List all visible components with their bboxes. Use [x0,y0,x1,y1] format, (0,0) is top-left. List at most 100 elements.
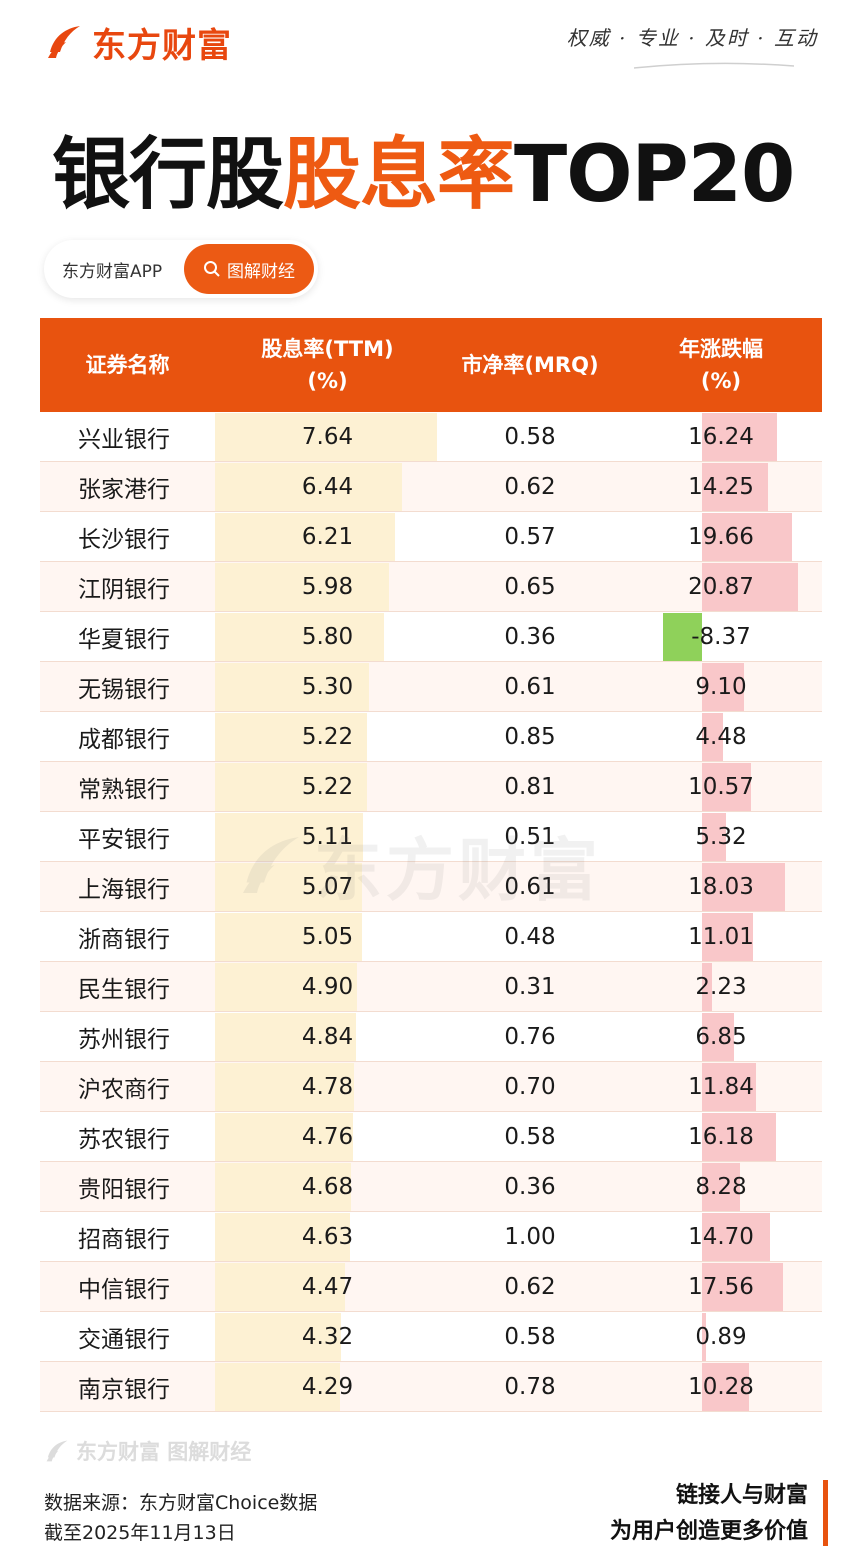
cell-name-value: 苏州银行 [78,1026,170,1053]
change-bar-positive [702,762,751,811]
yield-bar [215,612,384,661]
cell-pb: 0.70 [440,1062,620,1112]
cell-name: 南京银行 [40,1362,215,1412]
footer-watermark: 东方财富 图解财经 [44,1436,251,1466]
cell-change-value: 14.25 [688,473,754,500]
cell-change-value: 11.01 [688,923,754,950]
cell-yield: 5.30 [215,662,440,712]
cell-yield-value: 5.30 [301,673,354,700]
change-bar-positive [702,1212,770,1261]
cell-yield-value: 5.80 [301,623,354,650]
cell-yield-value: 4.32 [301,1323,354,1350]
cell-pb-value: 0.58 [504,1323,556,1350]
cell-name: 江阴银行 [40,562,215,612]
cell-change: 16.18 [620,1112,822,1162]
cell-name-value: 招商银行 [78,1226,170,1253]
cell-name-value: 南京银行 [78,1376,170,1403]
cell-yield: 5.05 [215,912,440,962]
change-bar-positive [702,412,777,461]
table-row: 中信银行 4.47 0.62 17.56 [40,1262,822,1312]
yield-bar [215,1212,350,1261]
cell-name: 兴业银行 [40,412,215,462]
cell-change-value: 4.48 [695,723,747,750]
cell-name-value: 沪农商行 [78,1076,170,1103]
change-bar-negative [663,612,702,661]
cell-pb-value: 0.31 [504,973,556,1000]
cell-yield: 4.90 [215,962,440,1012]
search-icon [204,261,220,277]
cell-pb-value: 0.58 [504,423,556,450]
change-bar-positive [702,662,744,711]
change-bar-positive [702,1162,741,1211]
search-pill-text: 东方财富APP [62,261,163,282]
cell-change-value: 19.66 [688,523,754,550]
table-row: 交通银行 4.32 0.58 0.89 [40,1312,822,1362]
table-row: 苏农银行 4.76 0.58 16.18 [40,1112,822,1162]
cell-name-value: 上海银行 [78,876,170,903]
change-bar-positive [702,1262,783,1311]
yield-bar [215,462,403,511]
cell-pb-value: 0.51 [504,823,556,850]
cell-change: 14.25 [620,462,822,512]
cell-yield: 4.29 [215,1362,440,1412]
yield-bar [215,1362,340,1411]
data-source: 数据来源：东方财富Choice数据 截至2025年11月13日 [44,1488,317,1548]
cell-pb: 0.31 [440,962,620,1012]
cell-change-value: 20.87 [688,573,754,600]
cell-change-value: 6.85 [695,1023,747,1050]
cell-change-value: 11.84 [688,1073,754,1100]
cell-change: 17.56 [620,1262,822,1312]
cell-change: 10.28 [620,1362,822,1412]
table-header: 证券名称 股息率(TTM) (%) 市净率(MRQ) 年涨跌幅 (%) [40,318,822,412]
cell-change: 18.03 [620,862,822,912]
search-button-label: 图解财经 [227,261,295,282]
eastmoney-logo-icon [48,26,80,58]
cell-yield-value: 5.22 [301,773,354,800]
cell-pb-value: 1.00 [504,1223,556,1250]
cell-name: 华夏银行 [40,612,215,662]
cell-pb: 0.51 [440,812,620,862]
brand: 东方财富 [44,20,232,66]
brand-slogan: 权威 · 专业 · 及时 · 互动 [566,26,818,50]
yield-bar [215,512,396,561]
cell-yield: 4.68 [215,1162,440,1212]
table-row: 招商银行 4.63 1.00 14.70 [40,1212,822,1262]
cell-change: 11.84 [620,1062,822,1112]
cell-name: 浙商银行 [40,912,215,962]
change-bar-positive [702,912,753,961]
yield-bar [215,812,364,861]
cell-pb: 0.76 [440,1012,620,1062]
cell-name: 长沙银行 [40,512,215,562]
cell-change-value: 9.10 [695,673,747,700]
cell-change-value: 2.23 [695,973,747,1000]
tagline-line1: 链接人与财富 [675,1483,808,1508]
cell-name-value: 中信银行 [78,1276,170,1303]
cell-pb: 0.85 [440,712,620,762]
header-change-line2: (%) [700,369,742,393]
cell-yield-value: 4.29 [301,1373,354,1400]
cell-yield: 4.47 [215,1262,440,1312]
change-bar-positive [702,862,785,911]
change-bar-positive [702,712,723,761]
search-pill[interactable]: 东方财富APP 图解财经 [44,240,318,298]
cell-change-value: 8.28 [695,1173,747,1200]
cell-yield-value: 6.21 [301,523,354,550]
cell-name: 平安银行 [40,812,215,862]
change-bar-positive [702,512,793,561]
tagline-line2: 为用户创造更多价值 [609,1519,808,1544]
cell-yield: 4.78 [215,1062,440,1112]
table-body: 兴业银行 7.64 0.58 16.24 张家港行 6.44 0.62 14.25 长沙银行 6.… [40,412,822,1412]
cell-yield: 5.22 [215,762,440,812]
cell-yield-value: 5.07 [301,873,354,900]
cell-name-value: 民生银行 [78,976,170,1003]
cell-yield: 6.21 [215,512,440,562]
cell-pb-value: 0.65 [504,573,556,600]
yield-bar [215,962,358,1011]
cell-yield-value: 6.44 [301,473,354,500]
search-button[interactable]: 图解财经 [184,244,314,294]
cell-change-value: 16.24 [688,423,754,450]
cell-pb: 1.00 [440,1212,620,1262]
yield-bar [215,1312,341,1361]
yield-bar [215,1262,345,1311]
tagline-accent-bar [823,1480,828,1546]
